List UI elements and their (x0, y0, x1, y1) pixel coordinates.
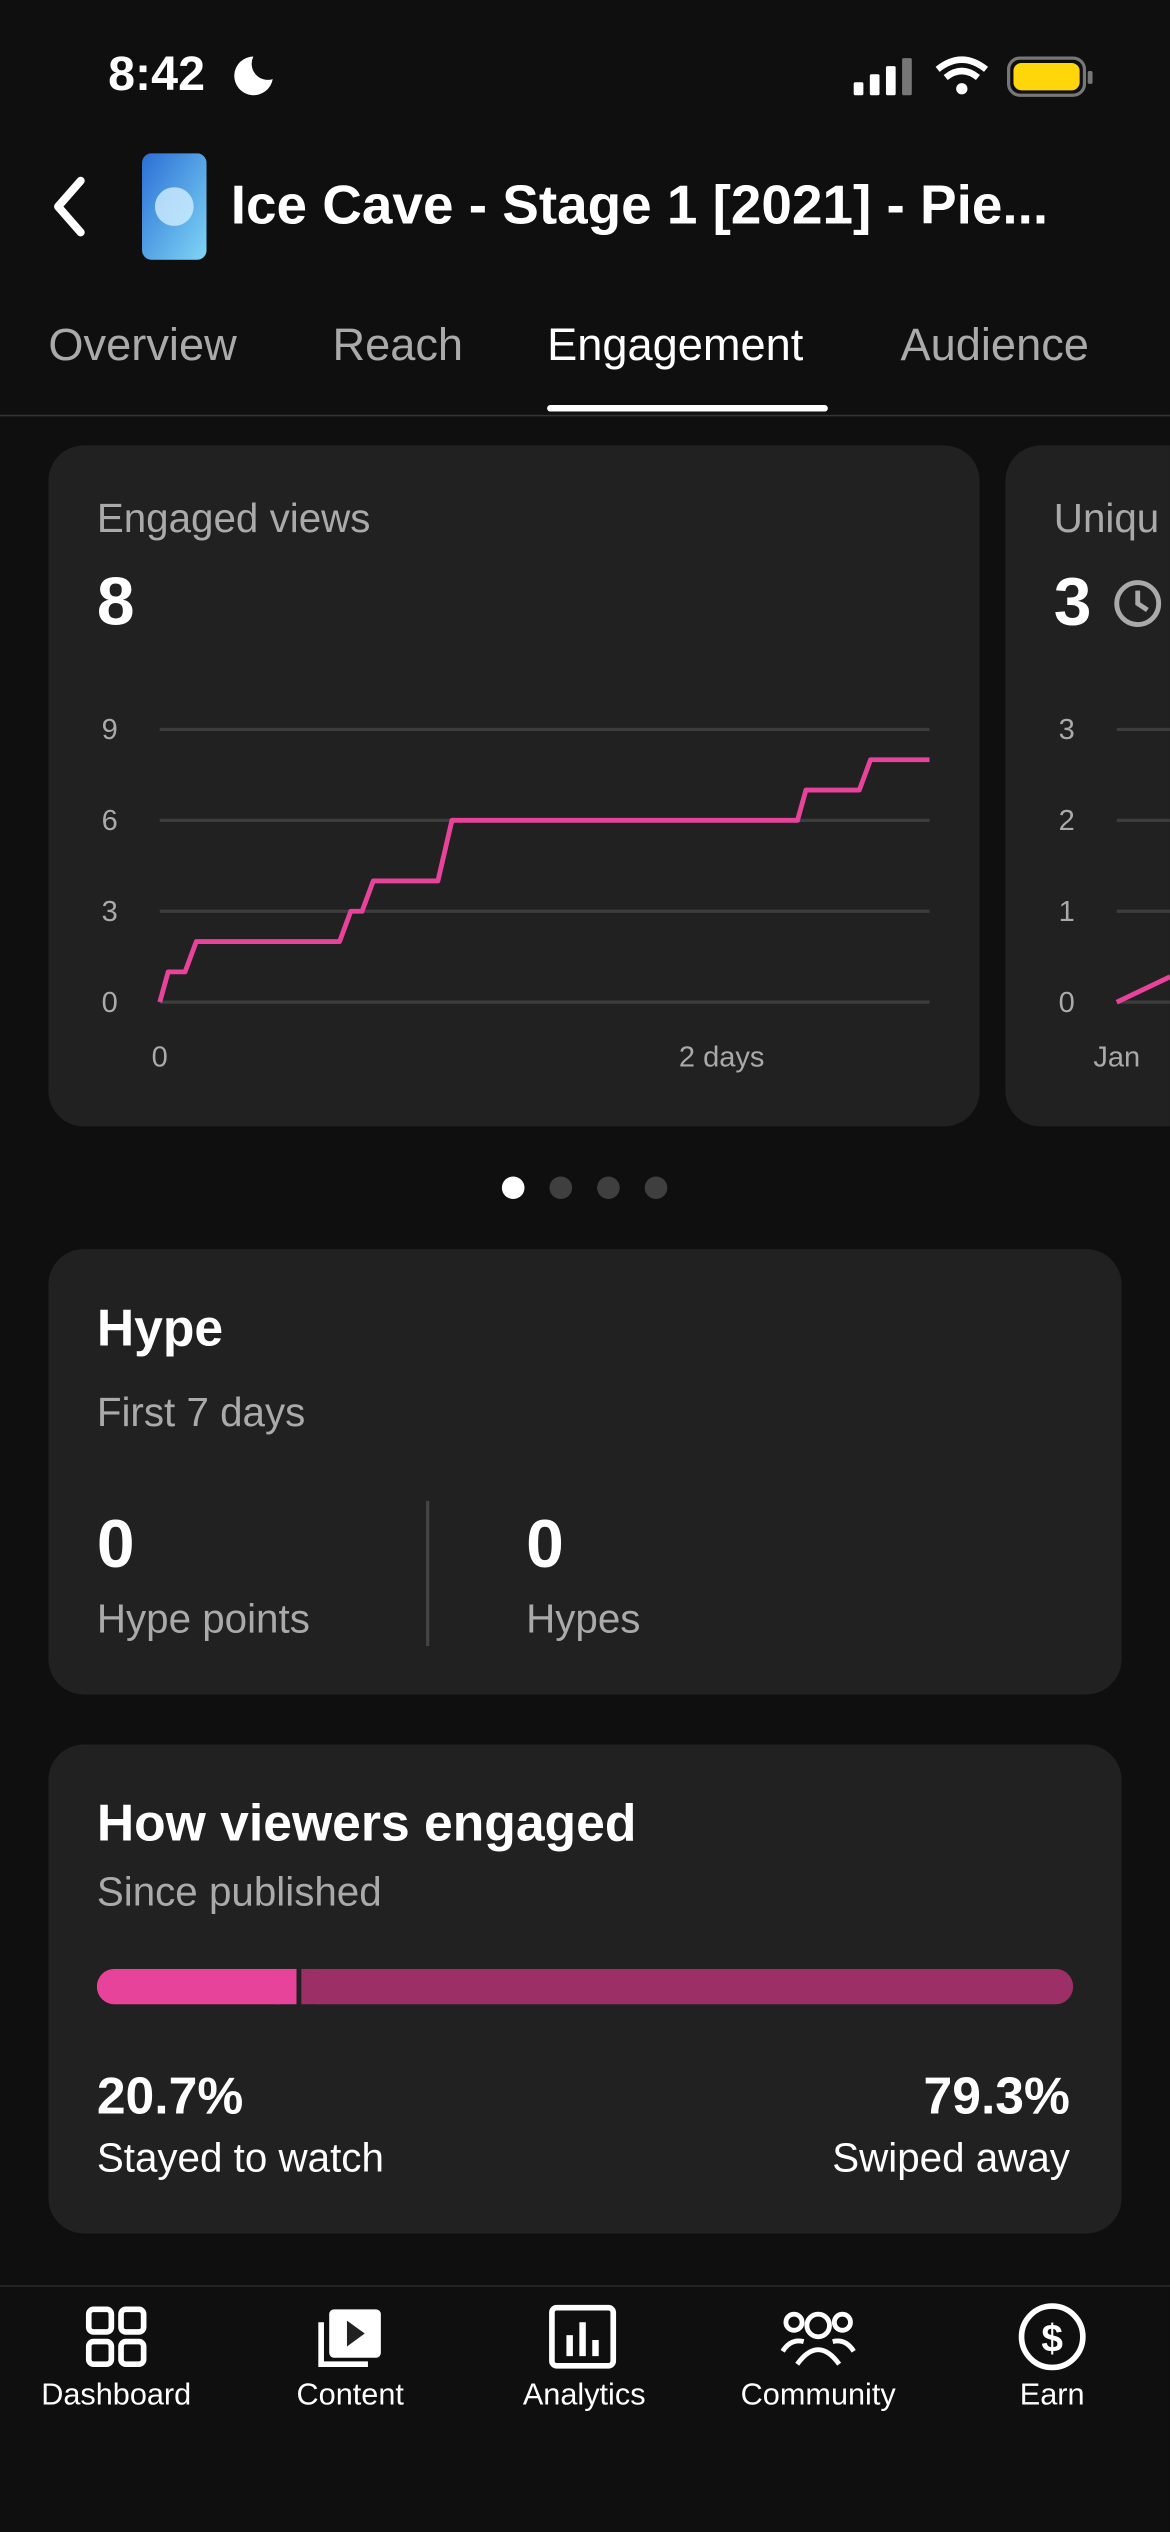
divider (0, 414, 1170, 417)
y-tick-label: 3 (102, 896, 118, 928)
metric-card[interactable]: Uniqu 3 0 1 2 3 Jan (1005, 445, 1170, 1127)
spacer (0, 2284, 1170, 2286)
y-tick-label: 0 (102, 987, 118, 1019)
metric-label: Uniqu (1053, 496, 1160, 542)
card-subtitle: First 7 days (96, 1390, 306, 1436)
segment-value: 20.7% (96, 2066, 244, 2125)
carousel-dot[interactable] (501, 1176, 525, 1200)
x-tick-label: Jan (1093, 1042, 1140, 1074)
stat-label: Hypes (526, 1597, 641, 1643)
tab-indicator (547, 405, 828, 412)
tab[interactable]: Audience (900, 319, 1089, 370)
carousel-dot[interactable] (549, 1176, 573, 1200)
video-title: Ice Cave - Stage 1 [2021] - Pie... (230, 175, 1049, 237)
thumbnail (142, 153, 207, 260)
nav-icons: $ (85, 2303, 1086, 2371)
y-tick-label: 3 (1059, 714, 1075, 746)
engagement-bar (96, 1968, 1074, 2005)
stat-value: 0 (526, 1505, 564, 1582)
nav-item[interactable]: Earn (1019, 2378, 1085, 2413)
bar-segment-edge (277, 1968, 297, 2005)
carousel-dot[interactable] (644, 1176, 668, 1200)
card-title: How viewers engaged (96, 1793, 637, 1852)
card-title: Hype (96, 1298, 224, 1357)
bar-segment (96, 1968, 297, 2005)
y-tick-label: 6 (102, 805, 118, 837)
nav-item[interactable]: Content (296, 2378, 404, 2413)
metric-value: 8 (96, 562, 135, 639)
metric-value: 3 (1053, 562, 1092, 639)
nav-item[interactable]: Dashboard (41, 2378, 192, 2413)
data-line (157, 757, 930, 1003)
y-tick-label: 2 (1059, 805, 1075, 837)
bar-segment-edge (301, 1968, 321, 2005)
tab[interactable]: Overview (48, 319, 237, 370)
stat-value: 0 (96, 1505, 135, 1582)
metric-card[interactable]: Engaged views 8 0 3 6 9 0 2 days (48, 445, 980, 1127)
card-subtitle: Since published (96, 1869, 382, 1915)
data-line (1115, 974, 1170, 1005)
y-tick-label: 0 (1059, 987, 1075, 1019)
carousel-dots (501, 1176, 668, 1200)
x-tick-label: 2 days (679, 1042, 765, 1074)
tab[interactable]: Reach (332, 319, 464, 370)
bar-segment (301, 1968, 1074, 2005)
y-tick-label: 1 (1059, 896, 1075, 928)
engagement-card: How viewers engaged Since published 20.7… (48, 1744, 1122, 2234)
clock-icon (1114, 580, 1162, 627)
time: 8:42 (108, 48, 206, 102)
carousel-dot[interactable] (597, 1176, 620, 1200)
moon-icon (234, 56, 273, 96)
stat-label: Hype points (96, 1597, 310, 1643)
segment-name: Swiped away (832, 2136, 1070, 2182)
metric-label: Engaged views (96, 496, 371, 542)
chart: 0 1 2 3 Jan (1059, 714, 1170, 1074)
segment-value: 79.3% (923, 2066, 1070, 2125)
chart: 0 3 6 9 0 2 days (102, 714, 930, 1074)
y-tick-label: 9 (102, 714, 118, 746)
nav-item[interactable]: Analytics (522, 2378, 646, 2413)
x-tick-label: 0 (152, 1042, 168, 1074)
segment-name: Stayed to watch (96, 2136, 384, 2182)
divider (426, 1500, 430, 1647)
dollar-glyph: $ (1041, 2317, 1063, 2360)
tab[interactable]: Engagement (547, 319, 804, 370)
back-button[interactable] (45, 174, 93, 239)
hype-card: Hype First 7 days 0 Hype points 0 Hypes (48, 1249, 1122, 1695)
status-icons (853, 56, 1093, 97)
nav-item[interactable]: Community (740, 2378, 896, 2413)
